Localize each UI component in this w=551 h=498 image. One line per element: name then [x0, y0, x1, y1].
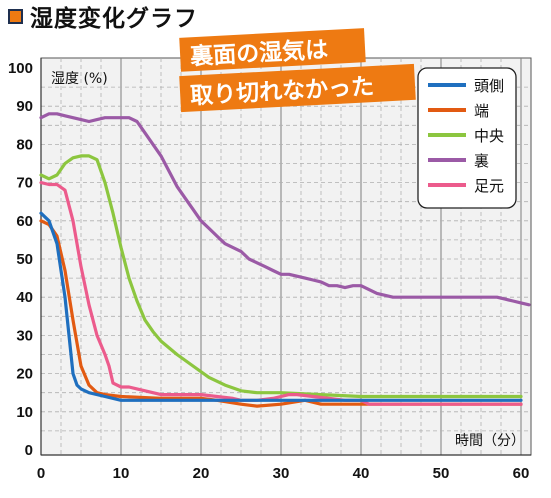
- callout-banner: 裏面の湿気は 取り切れなかった: [179, 28, 416, 113]
- legend-label: 中央: [474, 127, 504, 145]
- series-lines: [39, 112, 531, 408]
- x-tick-label: 40: [353, 465, 370, 482]
- legend-label: 端: [474, 102, 489, 120]
- page-title: 湿度変化グラフ: [8, 2, 198, 32]
- y-tick-label: 40: [16, 289, 33, 306]
- legend-label: 裏: [474, 152, 489, 170]
- x-tick-label: 60: [513, 465, 530, 482]
- y-tick-label: 50: [16, 251, 33, 268]
- x-tick-label: 20: [193, 465, 210, 482]
- y-tick-label: 100: [8, 60, 33, 77]
- y-tick-label: 80: [16, 136, 33, 153]
- y-tick-label: 90: [16, 98, 33, 115]
- title-marker-icon: [8, 8, 23, 24]
- y-tick-label: 70: [16, 175, 33, 192]
- y-axis-title: 湿度 (%): [51, 71, 108, 87]
- y-tick-label: 10: [16, 404, 33, 421]
- chart-title: 湿度変化グラフ: [30, 6, 198, 32]
- series-line-5: [39, 181, 523, 406]
- legend-label: 頭側: [474, 77, 504, 95]
- x-tick-label: 50: [433, 465, 450, 482]
- y-tick-label: 30: [16, 327, 33, 344]
- y-tick-label: 20: [16, 366, 33, 383]
- series-line-3: [39, 154, 523, 399]
- x-tick-label: 0: [37, 465, 45, 482]
- y-tick-label: 60: [16, 213, 33, 230]
- callout-band-1: [179, 28, 366, 72]
- x-tick-label: 10: [113, 465, 130, 482]
- x-tick-label: 30: [273, 465, 290, 482]
- y-tick-label: 0: [25, 442, 33, 459]
- axes: [40, 58, 531, 456]
- callout-band-2: [179, 63, 416, 113]
- series-line-4: [39, 112, 531, 307]
- x-axis-title: 時間（分）: [455, 433, 525, 449]
- legend-box: [417, 67, 517, 209]
- tick-labels: 0 10 20 30 40 50 60 70 80 90 100 0 10 20 30 40 50 60: [8, 60, 529, 482]
- series-line-1: [39, 211, 523, 402]
- legend-label: 足元: [474, 177, 504, 195]
